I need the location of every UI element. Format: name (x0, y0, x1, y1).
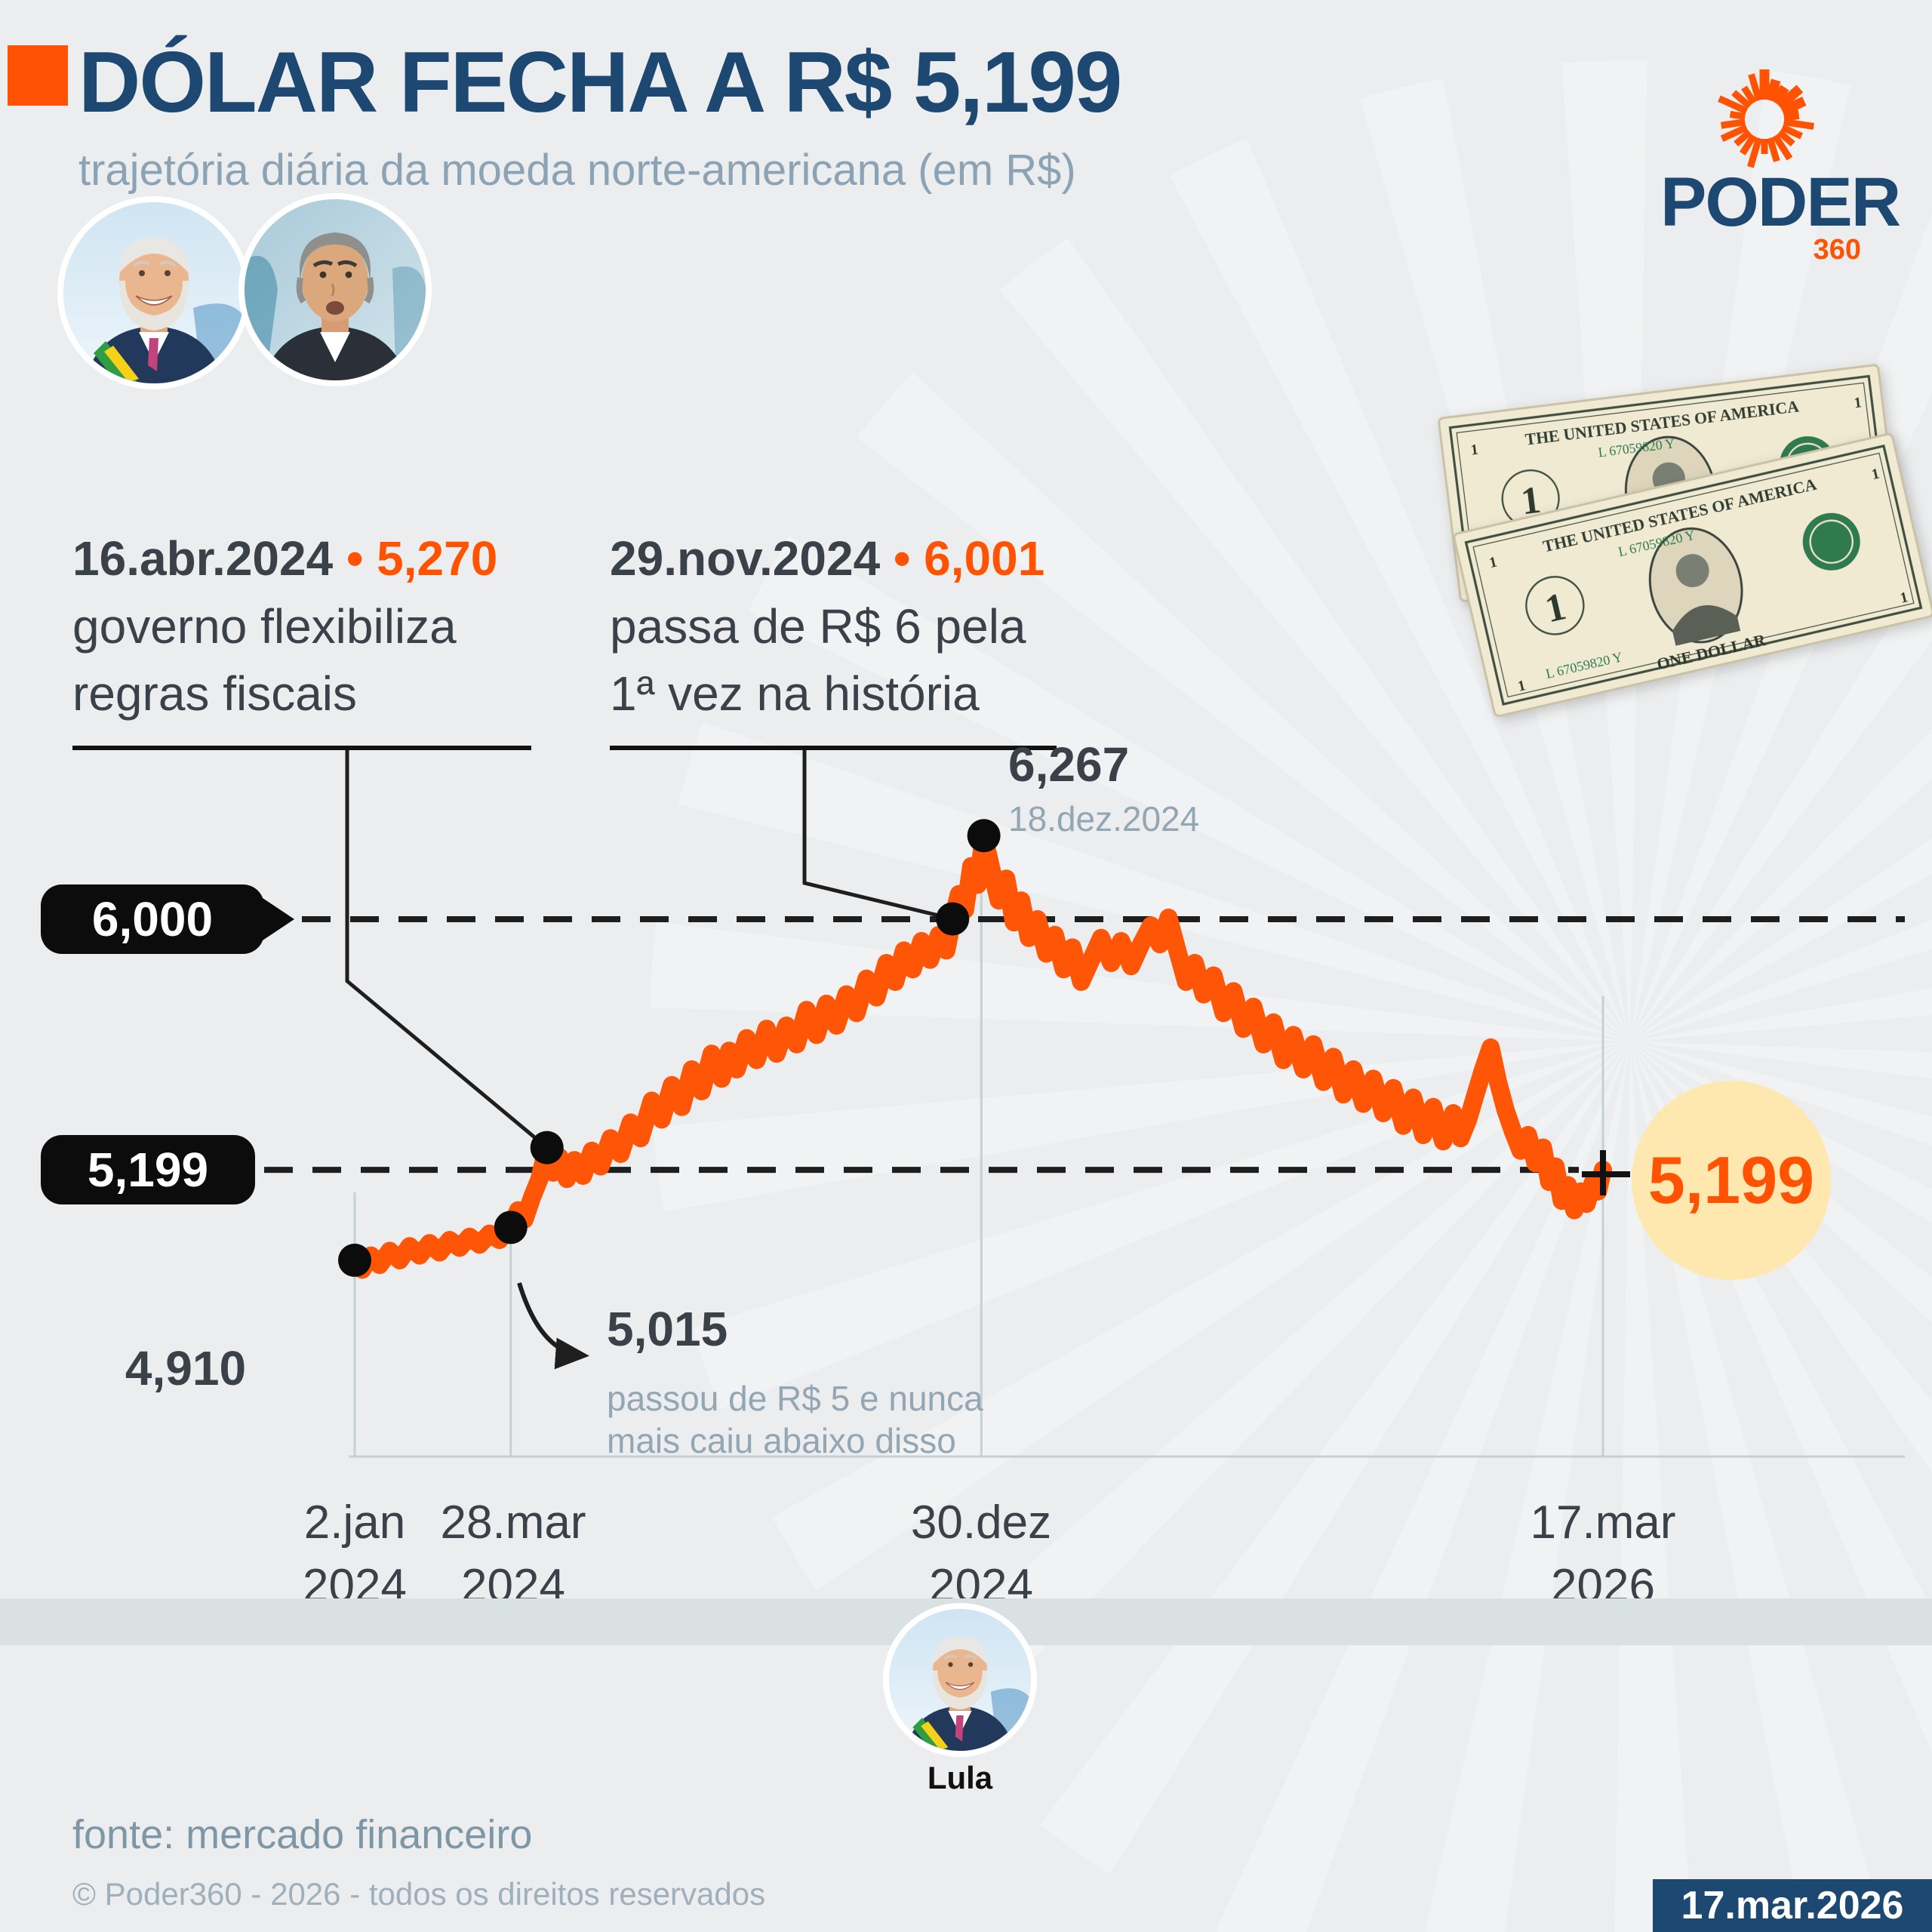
data-point-dot (338, 1243, 371, 1277)
logo-ray (1765, 78, 1781, 102)
annotation2-date: 29.nov.2024 (610, 531, 881, 586)
logo-ray (1776, 85, 1804, 110)
xtick-30dez2024: 30.dez 2024 (910, 1497, 1052, 1612)
page-title: DÓLAR FECHA A R$ 5,199 (78, 35, 1122, 131)
logo-ray (1748, 73, 1762, 102)
series-line (346, 826, 1612, 1279)
logo-ray (1780, 124, 1803, 140)
logo-ray (1777, 129, 1795, 147)
ref-5199-pill: 5,199 (41, 1135, 255, 1204)
annotation2-underline (610, 746, 1057, 750)
lula-bottom-label: Lula (927, 1760, 993, 1795)
logo-ray (1740, 134, 1757, 155)
data-point-dot (967, 819, 1001, 853)
annotation1-value: 5,270 (377, 531, 498, 586)
annotation2-value: 6,001 (924, 531, 1045, 586)
logo-ray (1718, 95, 1749, 115)
annotation2-line2: 1ª vez na história (610, 666, 980, 721)
logo-ray (1747, 137, 1762, 168)
poder360-logo-word: PODER (1660, 164, 1901, 241)
r5-note-line2: mais caiu abaixo disso (607, 1421, 956, 1460)
annotation1-line2: regras fiscais (72, 666, 357, 721)
date-badge: 17.mar.2026 (1653, 1879, 1932, 1932)
peak-date-label: 18.dez.2024 (1008, 799, 1200, 838)
xtick-17mar2026: 17.mar 2026 (1530, 1497, 1676, 1612)
data-point-dot (936, 902, 970, 936)
arrow-to-5015-icon (517, 1282, 589, 1370)
logo-ray (1741, 85, 1757, 105)
r5-value-label: 5,015 (607, 1302, 728, 1356)
annotation2-line1: passa de R$ 6 pela (610, 598, 1026, 654)
logo-ray (1767, 137, 1780, 162)
annotation1-line1: governo flexibiliza (72, 598, 457, 654)
logo-ray (1783, 118, 1814, 130)
data-point-dot (530, 1131, 564, 1164)
annotation-fiscal-rules: 16.abr.2024 • 5,270 governo flexibiliza … (72, 525, 497, 728)
lula-bottom-photo (889, 1609, 1031, 1751)
leader-line-r6 (802, 750, 953, 921)
pill-arrow-icon (263, 898, 294, 940)
poder360-logo-icon (1718, 69, 1814, 168)
closing-value-bubble: 5,199 (1632, 1081, 1831, 1280)
logo-ray (1720, 118, 1746, 129)
logo-ray (1720, 124, 1749, 142)
title-accent-square (8, 45, 68, 106)
page-subtitle: trajetória diária da moeda norte-america… (78, 146, 1076, 195)
copyright-text: © Poder360 - 2026 - todos os direitos re… (72, 1876, 766, 1912)
logo-ray (1734, 129, 1752, 147)
source-text: fonte: mercado financeiro (72, 1812, 533, 1857)
logo-ray (1783, 109, 1800, 122)
poder360-logo-360: 360 (1813, 234, 1861, 266)
logo-ray (1731, 90, 1752, 109)
annotation1-date: 16.abr.2024 (72, 531, 334, 586)
leader-line-fiscal (345, 750, 549, 1149)
logo-ray (1772, 134, 1793, 161)
annotation1-underline (72, 746, 531, 750)
data-point-dot (494, 1211, 528, 1244)
ref-6000-pill: 6,000 (41, 884, 294, 954)
annotation-r6-record: 29.nov.2024 • 6,001 passa de R$ 6 pela 1… (610, 525, 1044, 728)
peak-value-label: 6,267 (1008, 737, 1130, 792)
closing-value: 5,199 (1647, 1143, 1815, 1217)
start-value-label: 4,910 (125, 1341, 247, 1395)
r5-note-line1: passou de R$ 5 e nunca (607, 1379, 983, 1418)
logo-ray (1729, 110, 1746, 120)
logo-ray (1780, 96, 1807, 116)
logo-ray (1770, 85, 1789, 106)
